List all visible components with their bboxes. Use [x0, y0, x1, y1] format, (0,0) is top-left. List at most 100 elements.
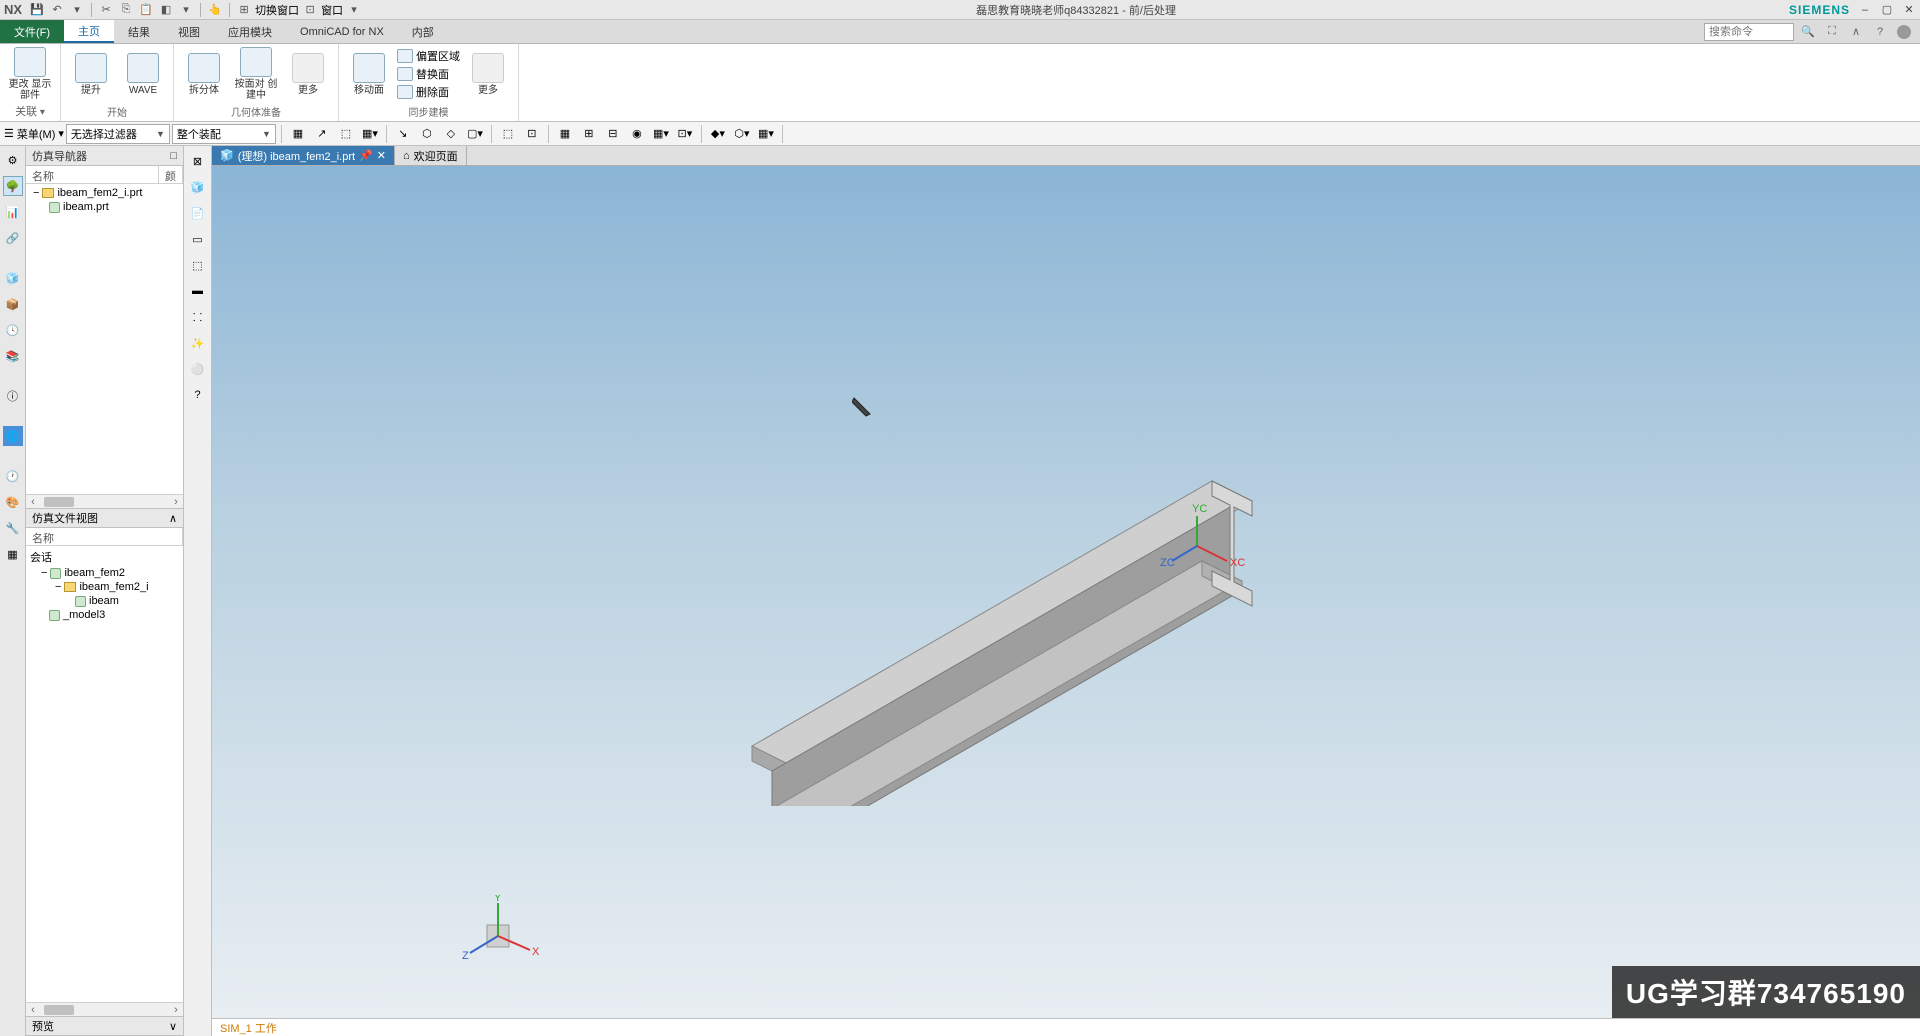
geom-more-button[interactable]: 更多 [284, 53, 332, 96]
save-icon[interactable]: 💾 [28, 2, 46, 18]
scroll-right-icon[interactable]: › [169, 496, 183, 508]
sheet-icon[interactable]: 📄 [187, 202, 209, 224]
assembly-icon[interactable]: 📦 [3, 294, 23, 314]
tb-icon-6[interactable]: ⬡ [416, 124, 438, 144]
layer-icon[interactable]: 📚 [3, 346, 23, 366]
tab-results[interactable]: 结果 [114, 20, 164, 43]
tb-icon-19[interactable]: ▦▾ [755, 124, 777, 144]
preview-header[interactable]: 预览 ∨ [26, 1016, 183, 1036]
fileview-header[interactable]: 仿真文件视图 ∧ [26, 508, 183, 528]
cube-icon[interactable]: 🧊 [187, 176, 209, 198]
cut-icon[interactable]: ✂ [97, 2, 115, 18]
scroll-thumb[interactable] [44, 1005, 74, 1015]
grid-icon[interactable]: ▦ [3, 544, 23, 564]
tb-icon-11[interactable]: ▦ [554, 124, 576, 144]
change-display-part-button[interactable]: 更改 显示部件 [6, 47, 54, 101]
expand-icon[interactable]: ∨ [169, 1020, 177, 1033]
restore-icon[interactable]: ▢ [1880, 3, 1894, 17]
move-face-button[interactable]: 移动面 [345, 53, 393, 96]
file-menu[interactable]: 文件(F) [0, 20, 64, 43]
box-icon[interactable]: ▭ [187, 228, 209, 250]
window-menu-icon[interactable]: ⊡ [301, 2, 319, 18]
tab-omnicad[interactable]: OmniCAD for NX [286, 20, 398, 43]
replace-face-button[interactable]: 替换面 [397, 65, 460, 83]
dropdown-icon[interactable]: ▾ [68, 2, 86, 18]
tree-row[interactable]: _model3 [28, 608, 181, 622]
expand-icon[interactable]: − [55, 581, 61, 593]
doc-tab-welcome[interactable]: ⌂ 欢迎页面 [395, 146, 467, 165]
tb-icon-17[interactable]: ◆▾ [707, 124, 729, 144]
promote-button[interactable]: 提升 [67, 53, 115, 96]
menu-button[interactable]: ☰ 菜单(M) ▾ [4, 126, 64, 142]
tab-internal[interactable]: 内部 [398, 20, 448, 43]
doc-tab-active[interactable]: 🧊 (理想) ibeam_fem2_i.prt 📌 ✕ [212, 146, 395, 165]
sim-navigator-icon[interactable]: 🌳 [3, 176, 23, 196]
col-name[interactable]: 名称 [26, 166, 159, 183]
qat-dropdown-icon[interactable]: ▾ [177, 2, 195, 18]
clock-icon[interactable]: 🕐 [3, 466, 23, 486]
tree-row[interactable]: − ibeam_fem2 [28, 566, 181, 580]
3d-viewport[interactable]: YC XC ZC Y X Z UG学习群73476 [212, 166, 1920, 1018]
tb-icon-9[interactable]: ⬚ [497, 124, 519, 144]
rect-icon[interactable]: ▬ [187, 280, 209, 302]
search-icon[interactable]: 🔍 [1798, 22, 1818, 42]
command-search-input[interactable] [1704, 23, 1794, 41]
switch-window-label[interactable]: 切换窗口 [255, 2, 299, 18]
nav-up-icon[interactable]: ∧ [1846, 22, 1866, 42]
tools-icon[interactable]: 🔧 [3, 518, 23, 538]
tb-icon-3[interactable]: ⬚ [335, 124, 357, 144]
wave-button[interactable]: WAVE [119, 53, 167, 96]
tb-icon-16[interactable]: ⊡▾ [674, 124, 696, 144]
info-icon[interactable]: ⓘ [3, 386, 23, 406]
window-menu-label[interactable]: 窗口 [321, 2, 343, 18]
sphere-icon[interactable]: ⚪ [187, 358, 209, 380]
web-icon[interactable]: 🌐 [3, 426, 23, 446]
tb-icon-12[interactable]: ⊞ [578, 124, 600, 144]
scroll-left-icon[interactable]: ‹ [26, 496, 40, 508]
scope-combo[interactable]: 整个装配▼ [172, 124, 276, 144]
tb-icon-8[interactable]: ▢▾ [464, 124, 486, 144]
minimize-icon[interactable]: – [1858, 3, 1872, 17]
close-icon[interactable]: ✕ [1902, 3, 1916, 17]
fileview-hscroll[interactable]: ‹ › [26, 1002, 183, 1016]
scroll-thumb[interactable] [44, 497, 74, 507]
selection-filter-combo[interactable]: 无选择过滤器▼ [66, 124, 170, 144]
tb-icon-18[interactable]: ⬡▾ [731, 124, 753, 144]
undo-icon[interactable]: ↶ [48, 2, 66, 18]
paste-icon[interactable]: 📋 [137, 2, 155, 18]
tb-icon-4[interactable]: ▦▾ [359, 124, 381, 144]
expand-icon[interactable]: − [33, 187, 39, 199]
tb-icon-7[interactable]: ◇ [440, 124, 462, 144]
split-body-button[interactable]: 拆分体 [180, 53, 228, 96]
col-color[interactable]: 颜 [159, 166, 183, 183]
settings-icon[interactable]: ⚙ [3, 150, 23, 170]
tb-icon-13[interactable]: ⊟ [602, 124, 624, 144]
tab-home[interactable]: 主页 [64, 20, 114, 43]
tree-row[interactable]: − ibeam_fem2_i.prt [28, 186, 181, 200]
col-name[interactable]: 名称 [26, 528, 183, 545]
palette-icon[interactable]: 🎨 [3, 492, 23, 512]
qat-icon[interactable]: ◧ [157, 2, 175, 18]
scroll-left-icon[interactable]: ‹ [26, 1004, 40, 1016]
help-icon[interactable]: ? [1870, 22, 1890, 42]
part-navigator-icon[interactable]: 📊 [3, 202, 23, 222]
copy-icon[interactable]: ⎘ [117, 2, 135, 18]
panel-dock-icon[interactable]: □ [170, 150, 177, 162]
scroll-right-icon[interactable]: › [169, 1004, 183, 1016]
star-icon[interactable]: ✨ [187, 332, 209, 354]
tree-row[interactable]: 会话 [28, 548, 181, 566]
help2-icon[interactable]: ? [187, 384, 209, 406]
constraint-icon[interactable]: 🔗 [3, 228, 23, 248]
tb-icon-15[interactable]: ▦▾ [650, 124, 672, 144]
tb-icon-2[interactable]: ↗ [311, 124, 333, 144]
frame-icon[interactable]: ⬚ [187, 254, 209, 276]
tree-row[interactable]: ibeam [28, 594, 181, 608]
tb-icon-10[interactable]: ⊡ [521, 124, 543, 144]
body-icon[interactable]: 🧊 [3, 268, 23, 288]
touch-icon[interactable]: 👆 [206, 2, 224, 18]
tb-icon-1[interactable]: ▦ [287, 124, 309, 144]
tree-row[interactable]: ibeam.prt [28, 200, 181, 214]
offset-region-button[interactable]: 偏置区域 [397, 47, 460, 65]
fullscreen-icon[interactable]: ⛶ [1822, 22, 1842, 42]
tab-app[interactable]: 应用模块 [214, 20, 286, 43]
